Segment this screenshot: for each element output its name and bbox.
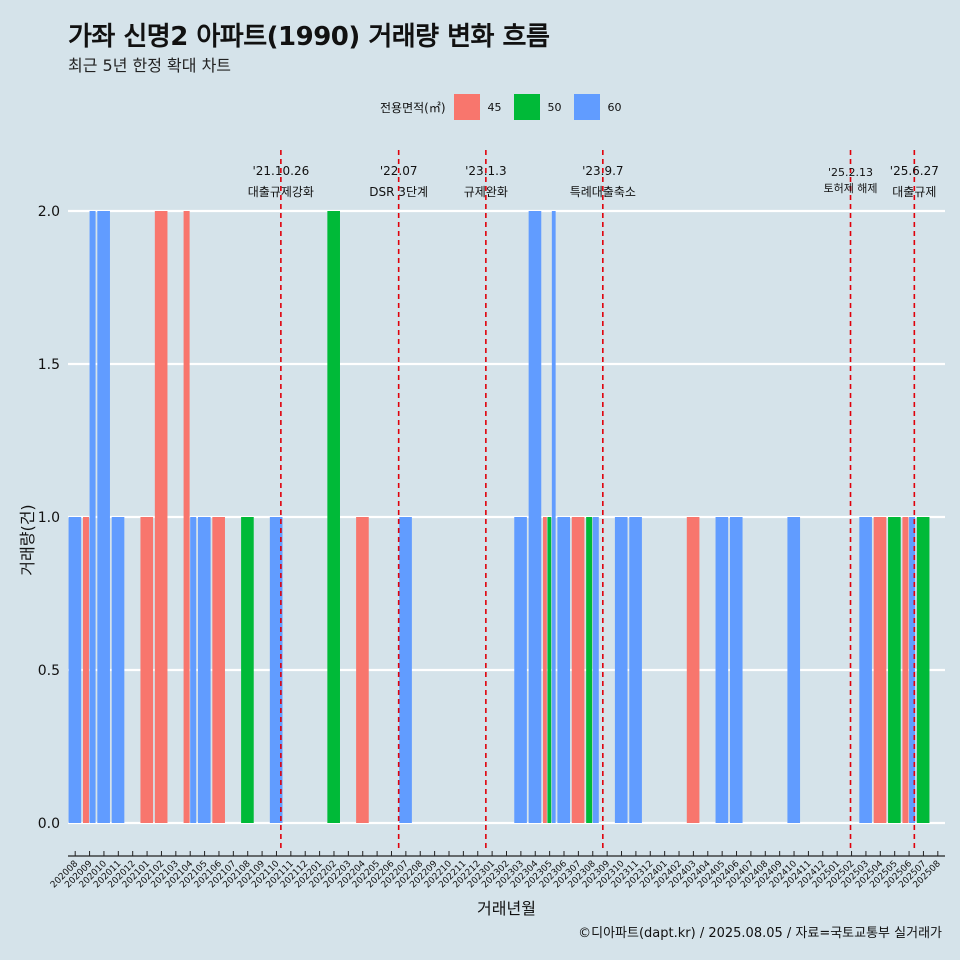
y-tick-label: 2.0: [38, 204, 60, 220]
bar-60-202011: [111, 517, 125, 823]
event-date-label: '22.07: [380, 164, 418, 178]
legend-item-50: 50: [513, 94, 568, 120]
bar-60-202207: [399, 517, 412, 823]
event-label: 대출규제강화: [248, 185, 314, 199]
bar-60-202310: [614, 517, 628, 823]
event-date-label: '25.6.27: [890, 164, 939, 178]
event-label: 토허제 해제: [823, 181, 877, 195]
event-label: 대출규제: [892, 185, 936, 199]
bar-45-202305: [543, 517, 547, 823]
bar-60-202308: [592, 517, 599, 823]
source-caption: ©디아파트(dapt.kr) / 2025.08.05 / 자료=국토교통부 실…: [578, 926, 942, 941]
bar-60-202410: [787, 517, 801, 823]
bar-45-202506: [902, 517, 909, 823]
y-tick-label: 1.5: [38, 357, 60, 373]
bar-60-202008: [68, 517, 82, 823]
bar-45-202101: [140, 517, 154, 823]
bar-60-202406: [729, 517, 743, 823]
bar-60-202405: [715, 517, 729, 823]
bar-45-202009: [82, 517, 89, 823]
bar-45-202403: [686, 517, 700, 823]
bar-45-202307: [571, 517, 585, 823]
bar-60-202105: [197, 517, 211, 823]
legend-item-60: 60: [573, 94, 628, 120]
bar-45-202504: [873, 517, 887, 823]
legend-label-60: 60: [607, 100, 622, 114]
bar-45-202102: [154, 211, 168, 823]
event-label: DSR 3단계: [369, 185, 428, 199]
legend-swatch-50: [513, 94, 540, 120]
bar-45-202104: [183, 211, 190, 823]
legend: 전용면적(㎡) 45 50 60: [380, 92, 634, 122]
event-date-label: '21.10.26: [252, 164, 309, 178]
chart-title: 가좌 신명2 아파트(1990) 거래량 변화 흐름: [68, 22, 550, 52]
bar-60-202503: [859, 517, 872, 823]
bar-60-202506: [909, 517, 916, 823]
legend-swatch-45: [453, 94, 480, 120]
bar-60-202009: [89, 211, 96, 823]
y-tick-label: 1.0: [38, 510, 60, 526]
bar-45-202106: [212, 517, 225, 823]
y-tick-label: 0.5: [38, 663, 60, 679]
bar-60-202305: [551, 211, 556, 823]
bar-60-202104: [190, 517, 197, 823]
chart-subtitle: 최근 5년 한정 확대 차트: [68, 56, 232, 75]
bar-50-202305: [547, 517, 552, 823]
event-date-label: '23.9.7: [582, 164, 623, 178]
bar-60-202306: [557, 517, 571, 823]
bar-50-202108: [241, 517, 254, 823]
legend-label-45: 45: [487, 100, 502, 114]
event-date-label: '25.2.13: [828, 166, 873, 179]
legend-label-50: 50: [547, 100, 562, 114]
bar-60-202303: [514, 517, 527, 823]
legend-title: 전용면적(㎡): [380, 100, 446, 115]
bar-60-202304: [528, 211, 542, 823]
bar-45-202204: [356, 517, 369, 823]
bar-50-202202: [327, 211, 340, 823]
event-date-label: '23.1.3: [465, 164, 506, 178]
bar-60-202311: [629, 517, 642, 823]
legend-swatch-60: [573, 94, 600, 120]
y-tick-label: 0.0: [38, 816, 60, 832]
legend-item-45: 45: [453, 94, 508, 120]
event-label: 특례대출축소: [570, 185, 636, 199]
bar-50-202507: [916, 517, 930, 823]
y-axis-title: 거래량(건): [18, 504, 37, 575]
bar-60-202010: [97, 211, 110, 823]
x-axis-title: 거래년월: [477, 899, 536, 918]
bar-50-202505: [888, 517, 901, 823]
bar-50-202308: [586, 517, 593, 823]
event-label: 규제완화: [464, 185, 508, 199]
bar-60-202110: [269, 517, 283, 823]
